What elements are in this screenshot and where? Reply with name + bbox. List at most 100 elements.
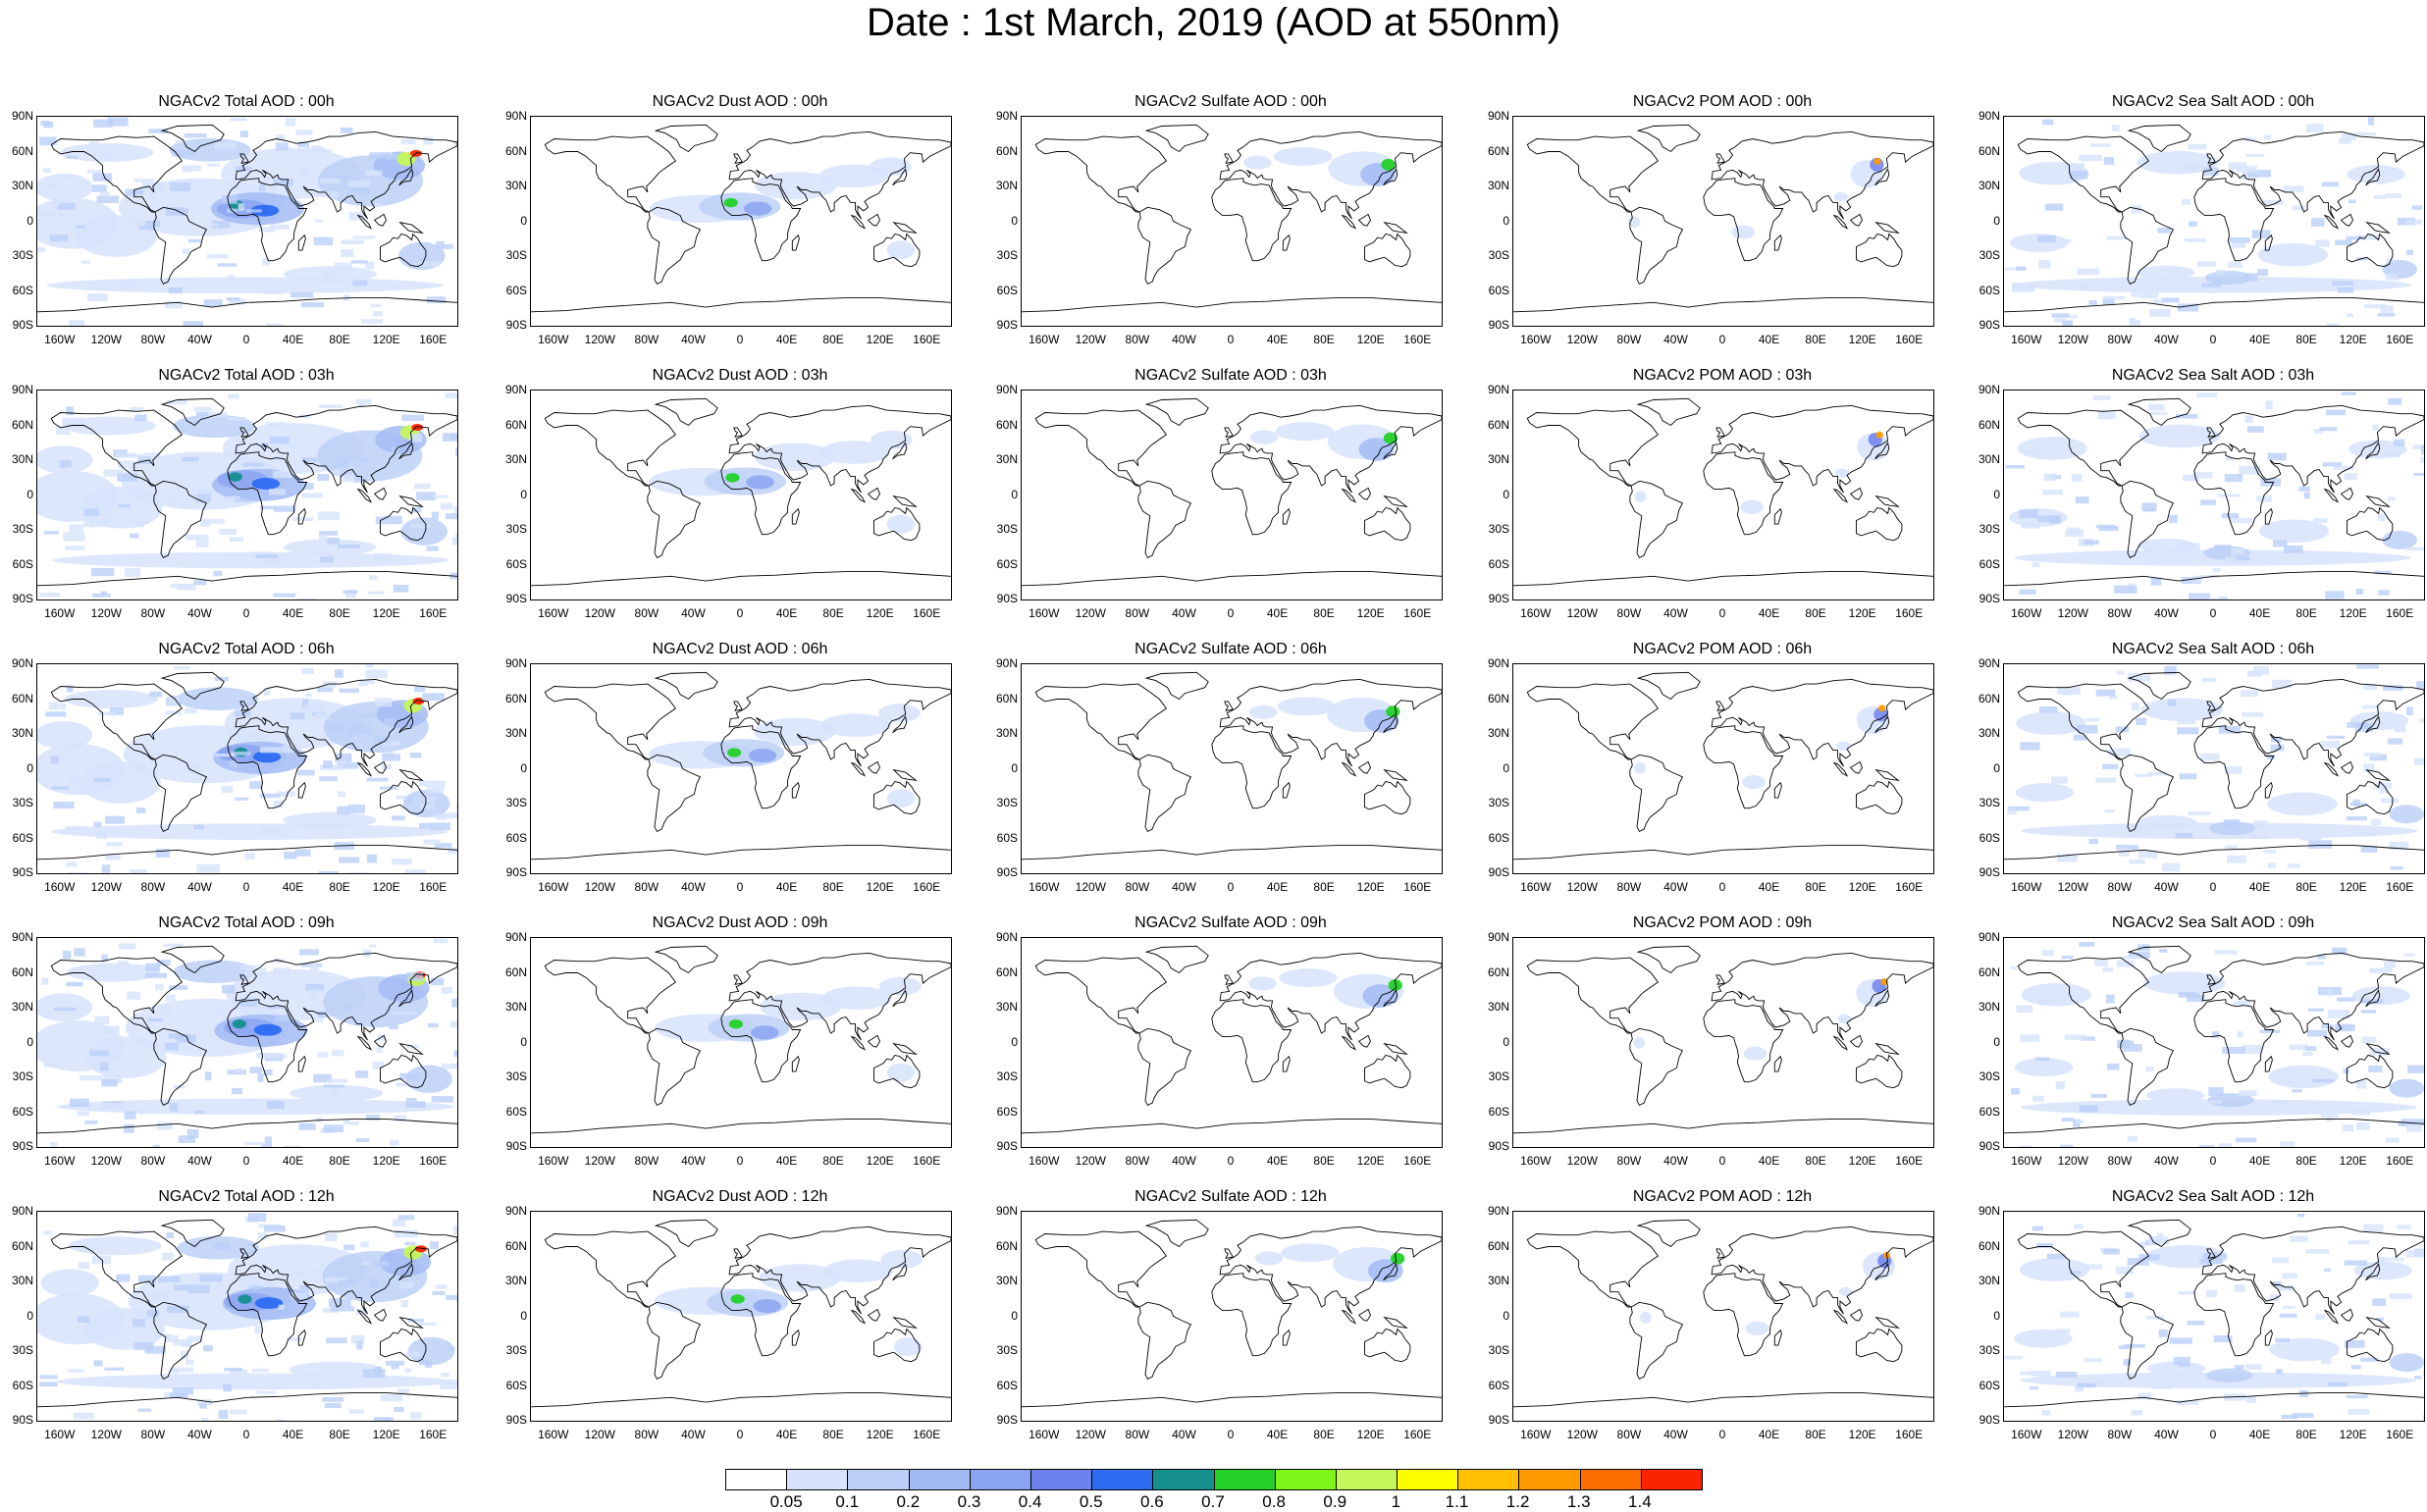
panel-title: NGACv2 Sulfate AOD : 03h <box>1021 366 1441 386</box>
aerosol-speckle <box>2074 1225 2083 1229</box>
aerosol-speckle <box>299 1123 316 1130</box>
aerosol-speckle <box>401 1300 409 1307</box>
aerosol-speckle <box>2117 671 2125 675</box>
aerosol-speckle <box>2372 1298 2386 1306</box>
aerosol-speckle <box>2179 993 2200 997</box>
lon-tick-label: 40E <box>1747 606 1792 620</box>
lon-tick-label: 160E <box>1886 1428 1931 1441</box>
lon-tick-label: 160E <box>1395 333 1440 346</box>
coastline-namerica <box>545 136 675 212</box>
aerosol-speckle <box>2377 313 2395 316</box>
aerosol-speckle <box>290 1292 308 1299</box>
aerosol-speckle <box>2414 473 2425 476</box>
aerosol-speckle <box>410 753 422 757</box>
aerosol-speckle <box>2319 427 2337 431</box>
aod-map <box>2004 938 2424 1147</box>
colorbar-swatch <box>1337 1470 1398 1489</box>
lon-tick-label: 40W <box>1161 333 1206 346</box>
coastline-borneo <box>1851 1309 1863 1321</box>
aerosol-speckle <box>130 407 143 411</box>
aerosol-speckle <box>2212 1031 2219 1038</box>
lon-tick-label: 0 <box>224 1428 269 1441</box>
aerosol-speckle <box>2283 185 2304 192</box>
aerosol-speckle <box>2070 171 2088 180</box>
aerosol-speckle <box>2185 238 2206 242</box>
lon-tick-label: 40W <box>1161 880 1206 894</box>
lon-tick-label: 160E <box>1886 606 1931 620</box>
lon-tick-label: 0 <box>1208 606 1253 620</box>
lat-tick-label: 30S <box>0 522 33 536</box>
coastline-antarctic <box>531 298 951 312</box>
lon-tick-label: 40E <box>2238 333 2283 346</box>
lon-tick-label: 40E <box>271 606 316 620</box>
aerosol-speckle <box>127 992 140 1000</box>
lat-tick-label: 0 <box>984 1035 1018 1049</box>
lon-tick-label: 80W <box>2097 1428 2142 1441</box>
map-panel-pom <box>1512 390 1934 600</box>
aerosol-speckle <box>331 1306 354 1311</box>
coastline-antarctic <box>531 1120 951 1133</box>
aerosol-speckle <box>2347 816 2367 820</box>
aerosol-speckle <box>2079 155 2102 162</box>
aerosol-speckle <box>47 184 59 188</box>
aerosol-speckle <box>60 460 72 468</box>
coastline-borneo <box>869 761 880 773</box>
lon-tick-label: 80E <box>811 1428 856 1441</box>
coastline-sumatra <box>2325 490 2338 502</box>
aerosol-plume <box>2382 531 2417 549</box>
aerosol-speckle <box>434 813 446 818</box>
aerosol-plume <box>254 1024 283 1036</box>
lon-tick-label: 80W <box>2097 1154 2142 1168</box>
aerosol-speckle <box>2084 1358 2101 1362</box>
lon-tick-label: 160W <box>531 1154 576 1168</box>
coastline-namerica <box>1035 684 1166 759</box>
aerosol-speckle <box>2231 548 2245 554</box>
aerosol-speckle <box>2085 718 2099 722</box>
lat-tick-label: 90S <box>494 592 527 605</box>
coastline-sumatra <box>358 1037 371 1050</box>
aerosol-speckle <box>348 805 365 813</box>
aerosol-speckle <box>355 1070 368 1078</box>
aerosol-speckle <box>85 1277 93 1280</box>
aerosol-speckle <box>2403 954 2414 957</box>
aerosol-speckle <box>182 169 191 172</box>
lon-tick-label: 80E <box>2284 333 2329 346</box>
aerosol-speckle <box>52 198 61 205</box>
aerosol-speckle <box>2378 182 2386 184</box>
aerosol-speckle <box>50 235 69 241</box>
aerosol-speckle <box>431 978 444 986</box>
aerosol-speckle <box>2136 718 2146 725</box>
lon-tick-label: 120E <box>1840 880 1885 894</box>
aerosol-speckle <box>243 462 264 467</box>
aerosol-speckle <box>373 553 392 561</box>
lon-tick-label: 40W <box>1653 606 1698 620</box>
coastline-samerica <box>1138 481 1191 557</box>
aerosol-speckle <box>2348 1240 2369 1244</box>
aerosol-speckle <box>2394 726 2405 733</box>
aerosol-speckle <box>327 538 340 545</box>
aerosol-speckle <box>311 1103 317 1110</box>
aerosol-speckle <box>332 1088 339 1097</box>
aerosol-speckle <box>81 260 90 263</box>
aerosol-speckle <box>369 944 376 947</box>
aerosol-plume <box>1274 147 1332 166</box>
lon-tick-label: 120E <box>1840 606 1885 620</box>
aerosol-speckle <box>92 174 112 182</box>
aerosol-speckle <box>369 152 389 158</box>
lon-tick-label: 80E <box>811 333 856 346</box>
coastline-madagascar <box>298 509 305 524</box>
aerosol-speckle <box>2339 138 2351 144</box>
coastline-borneo <box>2342 761 2353 773</box>
aerosol-speckle <box>2039 706 2058 713</box>
lon-tick-label: 160W <box>2004 880 2049 894</box>
panel-title: NGACv2 Total AOD : 03h <box>36 366 456 386</box>
aerosol-speckle <box>2406 250 2413 256</box>
aerosol-speckle <box>2273 541 2288 547</box>
aerosol-speckle <box>455 534 457 539</box>
aerosol-speckle <box>356 1341 362 1350</box>
lat-tick-label: 30S <box>494 1069 527 1083</box>
aod-map <box>1513 391 1933 600</box>
aerosol-speckle <box>2276 1369 2283 1374</box>
aod-map <box>1022 938 1442 1147</box>
aerosol-speckle <box>2259 1030 2280 1033</box>
